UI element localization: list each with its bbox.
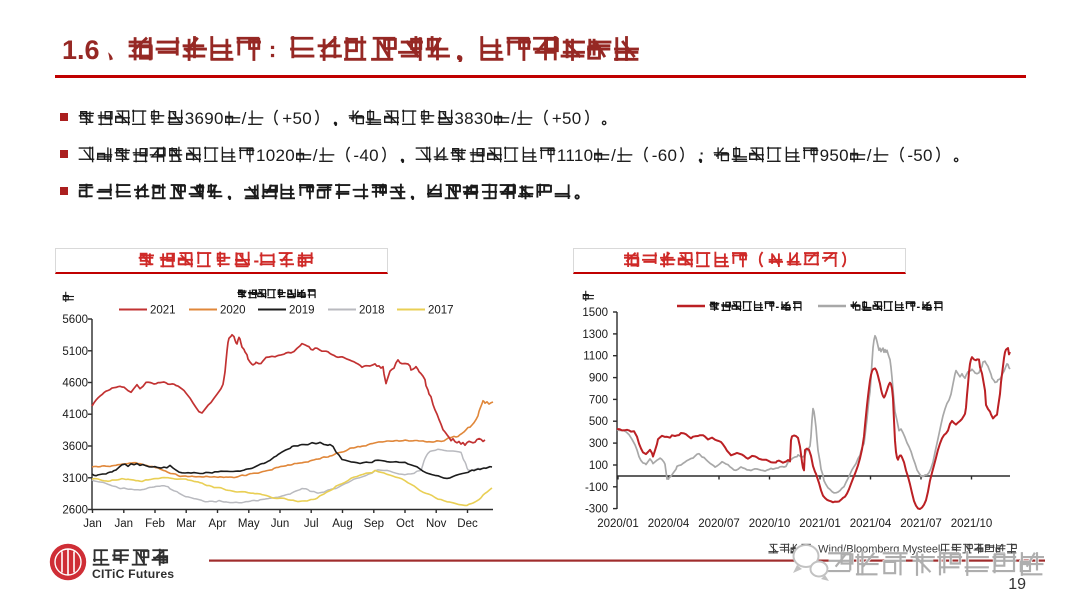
svg-text:2017: 2017 xyxy=(428,305,454,317)
svg-text:1500: 1500 xyxy=(582,307,608,319)
svg-text:2020/10: 2020/10 xyxy=(749,518,791,530)
svg-text:-100: -100 xyxy=(585,482,608,494)
svg-text:2019: 2019 xyxy=(289,305,315,317)
svg-text:May: May xyxy=(238,518,260,530)
svg-text:300: 300 xyxy=(589,438,608,450)
svg-text:Aug: Aug xyxy=(332,518,352,530)
svg-text:4100: 4100 xyxy=(62,409,88,421)
svg-text:Oct: Oct xyxy=(396,518,415,530)
svg-text:900: 900 xyxy=(589,373,608,385)
svg-text:2021/07: 2021/07 xyxy=(900,518,942,530)
svg-text:2020/01: 2020/01 xyxy=(597,518,639,530)
svg-text:2020/04: 2020/04 xyxy=(648,518,690,530)
svg-text:2021/04: 2021/04 xyxy=(850,518,892,530)
svg-text:Mar: Mar xyxy=(176,518,196,530)
svg-text:2018: 2018 xyxy=(359,305,385,317)
svg-text:-300: -300 xyxy=(585,504,608,516)
svg-text:Nov: Nov xyxy=(426,518,447,530)
svg-text:-: - xyxy=(917,301,921,313)
svg-text:1100: 1100 xyxy=(583,351,608,363)
svg-text:19: 19 xyxy=(1008,576,1026,593)
svg-text:100: 100 xyxy=(589,460,608,472)
svg-text:2021/01: 2021/01 xyxy=(799,518,841,530)
svg-text:2020/07: 2020/07 xyxy=(698,518,740,530)
svg-text:3600: 3600 xyxy=(62,441,88,453)
svg-text:500: 500 xyxy=(589,416,608,428)
svg-text:2600: 2600 xyxy=(62,505,88,517)
svg-text:Feb: Feb xyxy=(145,518,165,530)
svg-text:Jan: Jan xyxy=(115,518,134,530)
svg-text:2021: 2021 xyxy=(150,305,176,317)
svg-text:Jun: Jun xyxy=(271,518,290,530)
svg-text:3100: 3100 xyxy=(62,473,88,485)
svg-text:-: - xyxy=(776,301,780,313)
svg-text:Jan: Jan xyxy=(83,518,102,530)
svg-text:Sep: Sep xyxy=(364,518,384,530)
svg-text:2020: 2020 xyxy=(220,305,246,317)
svg-text:5600: 5600 xyxy=(62,314,88,326)
svg-text:Jul: Jul xyxy=(304,518,319,530)
svg-text:4600: 4600 xyxy=(62,378,88,390)
svg-text:2021/10: 2021/10 xyxy=(951,518,993,530)
svg-text:CITiC Futures: CITiC Futures xyxy=(92,567,174,581)
svg-text:5100: 5100 xyxy=(62,346,88,358)
svg-text:Dec: Dec xyxy=(457,518,478,530)
svg-text:700: 700 xyxy=(589,394,608,406)
svg-text:Apr: Apr xyxy=(209,518,227,530)
svg-text:1300: 1300 xyxy=(582,329,608,341)
